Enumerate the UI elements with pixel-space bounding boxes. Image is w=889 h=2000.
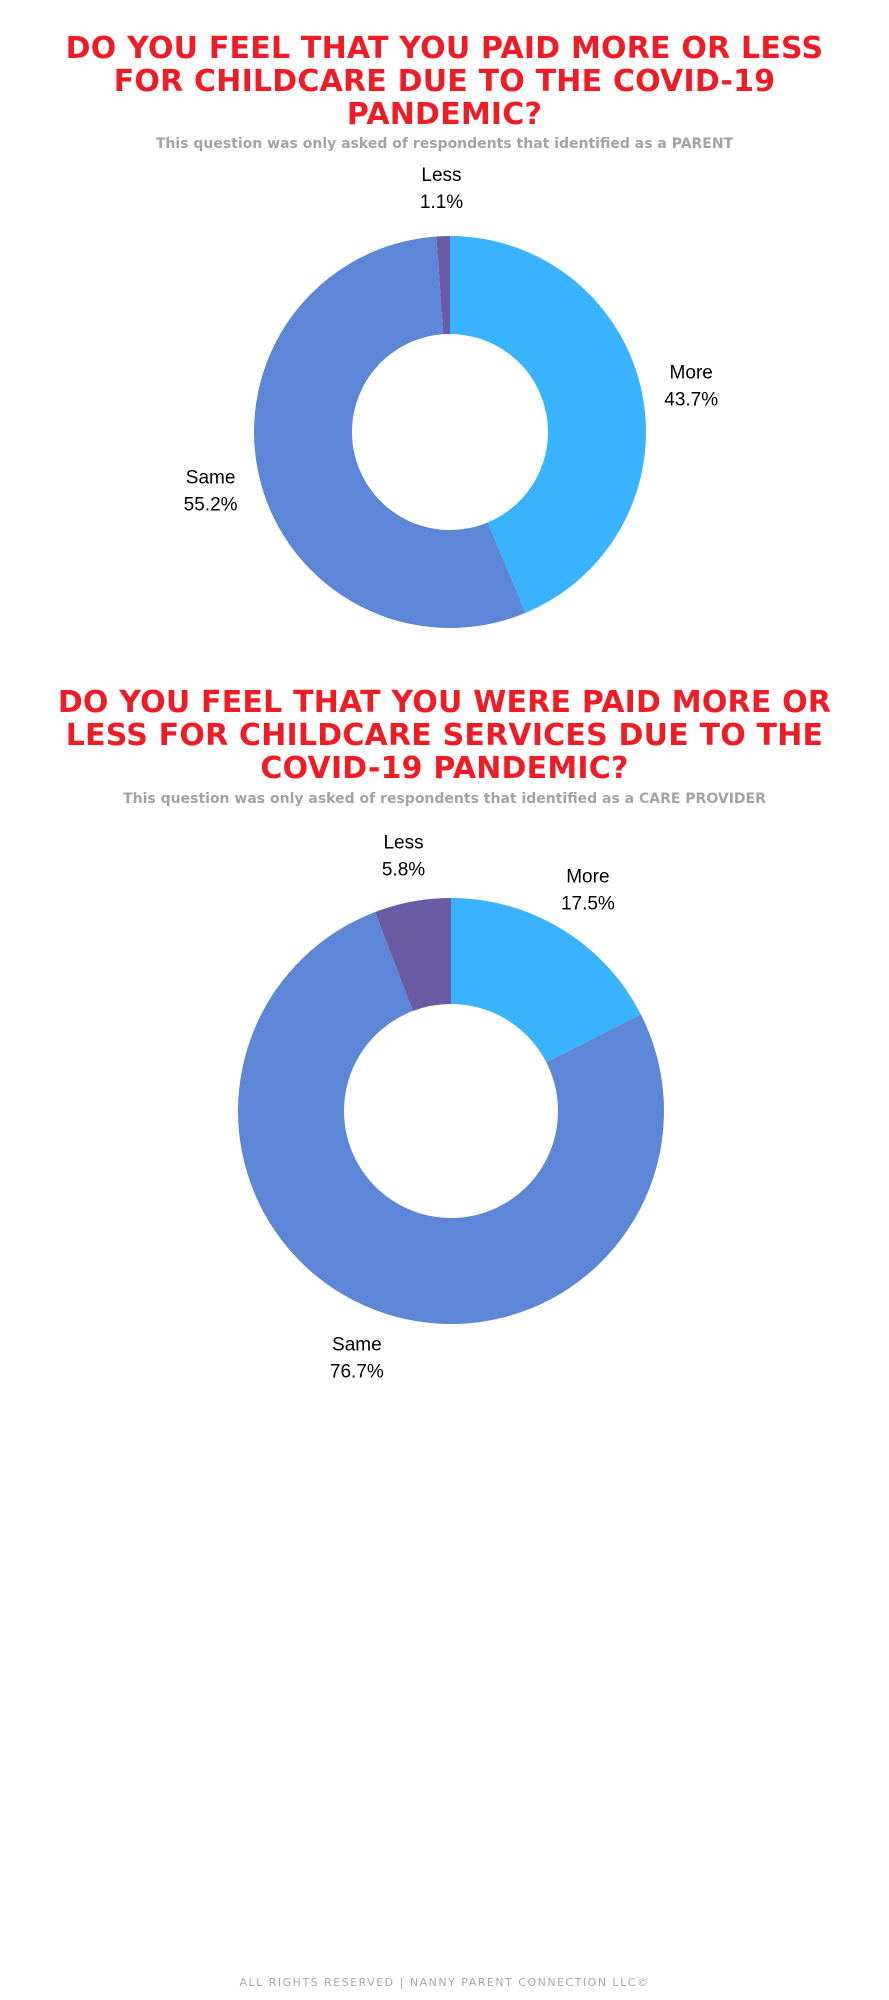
chart-1-label-same: Same: [186, 468, 236, 489]
care-provider-donut-chart: More 17.5% Same 76.7% Less 5.8%: [238, 832, 664, 1382]
chart-2-value-label-more: 17.5%: [561, 894, 615, 915]
chart-2-slice-less: [375, 898, 451, 1012]
chart-1-value-label-more: 43.7%: [664, 390, 718, 411]
chart-1-slice-same: [254, 236, 526, 628]
chart-2-title: DO YOU FEEL THAT YOU WERE PAID MORE OR L…: [57, 685, 832, 786]
chart-1-title: DO YOU FEEL THAT YOU PAID MORE OR LESS F…: [65, 31, 824, 132]
chart-2-label-more: More: [566, 867, 609, 888]
chart-1-value-label-less: 1.1%: [420, 192, 463, 213]
chart-1-slice-more: [450, 236, 647, 613]
chart-2-value-label-same: 76.7%: [330, 1361, 384, 1382]
chart-2-slice-same: [238, 911, 664, 1324]
parent-donut-chart: More 43.7% Same 55.2% Less 1.1%: [184, 165, 718, 628]
chart-1-label-less: Less: [421, 165, 461, 186]
chart-1-value-label-same: 55.2%: [184, 495, 238, 516]
chart-2-subtitle: This question was only asked of responde…: [123, 791, 766, 807]
copyright-footer: ALL RIGHTS RESERVED | NANNY PARENT CONNE…: [239, 1976, 650, 1989]
chart-2-slice-more: [451, 898, 641, 1063]
chart-1-label-more: More: [670, 363, 713, 384]
chart-1-slice-less: [436, 236, 450, 335]
chart-2-label-less: Less: [383, 832, 423, 853]
chart-2-value-label-less: 5.8%: [382, 859, 425, 880]
chart-2-label-same: Same: [332, 1334, 382, 1355]
chart-1-subtitle: This question was only asked of responde…: [155, 136, 734, 152]
